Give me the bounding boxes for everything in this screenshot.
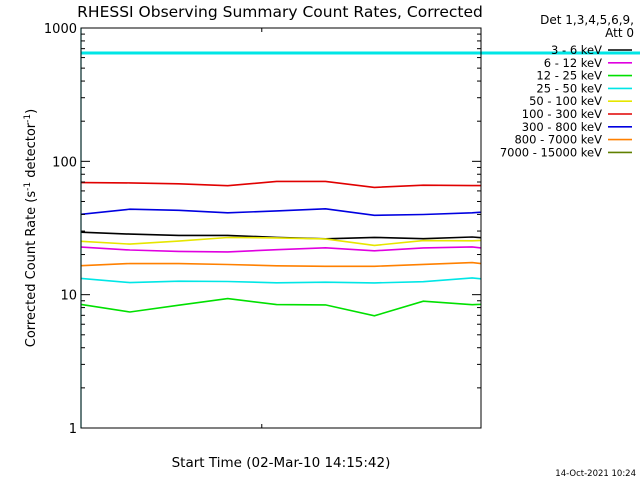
legend-label: 300 - 800 keV <box>522 120 602 134</box>
legend-label: 50 - 100 keV <box>529 94 602 108</box>
y-axis-label-main: Corrected Count Rate (s <box>24 191 39 348</box>
x-axis-label: Start Time (02-Mar-10 14:15:42) <box>172 455 391 471</box>
chart-title: RHESSI Observing Summary Count Rates, Co… <box>77 3 483 21</box>
legend-label: 800 - 7000 keV <box>514 133 602 147</box>
legend-label: 12 - 25 keV <box>536 69 602 83</box>
y-axis: 1 10 100 1000 <box>44 22 481 437</box>
legend-header-2: Att 0 <box>605 26 634 40</box>
legend-label: 25 - 50 keV <box>536 81 602 95</box>
y-axis-label-mid: detector <box>24 122 39 182</box>
plot-frame <box>80 27 482 429</box>
y-tick-label: 10 <box>60 289 77 304</box>
y-axis-label-sup1: -1 <box>23 182 33 191</box>
y-axis-label-end: ) <box>24 109 39 114</box>
y-tick-label: 100 <box>52 155 77 170</box>
y-axis-label: Corrected Count Rate (s-1 detector-1) <box>23 109 39 347</box>
y-axis-label-sup2: -1 <box>23 114 33 123</box>
legend-label: 100 - 300 keV <box>522 107 602 121</box>
legend-header-1: Det 1,3,4,5,6,9, <box>540 13 634 27</box>
y-tick-label: 1000 <box>44 22 77 37</box>
legend-label: 3 - 6 keV <box>551 43 602 57</box>
x-axis: 14:3014:4515:0015:1515:3015:45 <box>261 28 263 428</box>
footer-date: 14-Oct-2021 10:24 <box>555 469 636 479</box>
legend-label: 7000 - 15000 keV <box>500 145 602 159</box>
legend-label: 6 - 12 keV <box>544 56 602 70</box>
y-tick-label: 1 <box>69 422 77 437</box>
